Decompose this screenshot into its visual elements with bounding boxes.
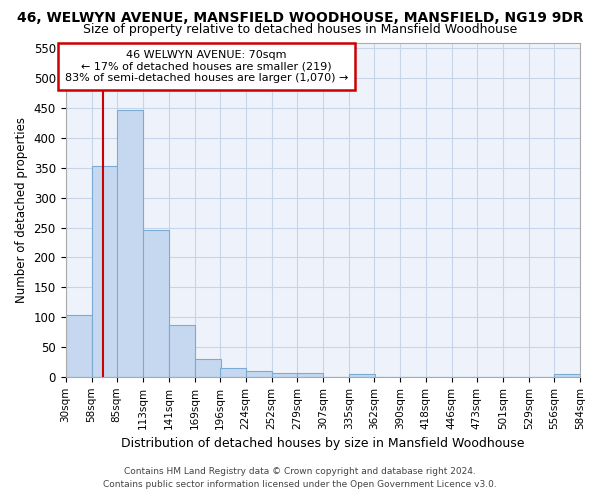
Y-axis label: Number of detached properties: Number of detached properties <box>15 116 28 302</box>
Bar <box>297 373 323 377</box>
Bar <box>245 372 272 377</box>
Bar <box>220 368 245 377</box>
Text: 46, WELWYN AVENUE, MANSFIELD WOODHOUSE, MANSFIELD, NG19 9DR: 46, WELWYN AVENUE, MANSFIELD WOODHOUSE, … <box>17 11 583 25</box>
Bar <box>272 373 298 377</box>
Bar <box>349 374 375 377</box>
X-axis label: Distribution of detached houses by size in Mansfield Woodhouse: Distribution of detached houses by size … <box>121 437 524 450</box>
Bar <box>92 166 118 377</box>
Bar <box>169 325 194 377</box>
Text: Contains HM Land Registry data © Crown copyright and database right 2024.
Contai: Contains HM Land Registry data © Crown c… <box>103 468 497 489</box>
Text: Size of property relative to detached houses in Mansfield Woodhouse: Size of property relative to detached ho… <box>83 22 517 36</box>
Text: 46 WELWYN AVENUE: 70sqm
← 17% of detached houses are smaller (219)
83% of semi-d: 46 WELWYN AVENUE: 70sqm ← 17% of detache… <box>65 50 349 83</box>
Bar <box>194 359 221 377</box>
Bar <box>143 230 169 377</box>
Bar <box>116 110 143 377</box>
Bar <box>554 374 580 377</box>
Bar <box>65 316 92 377</box>
